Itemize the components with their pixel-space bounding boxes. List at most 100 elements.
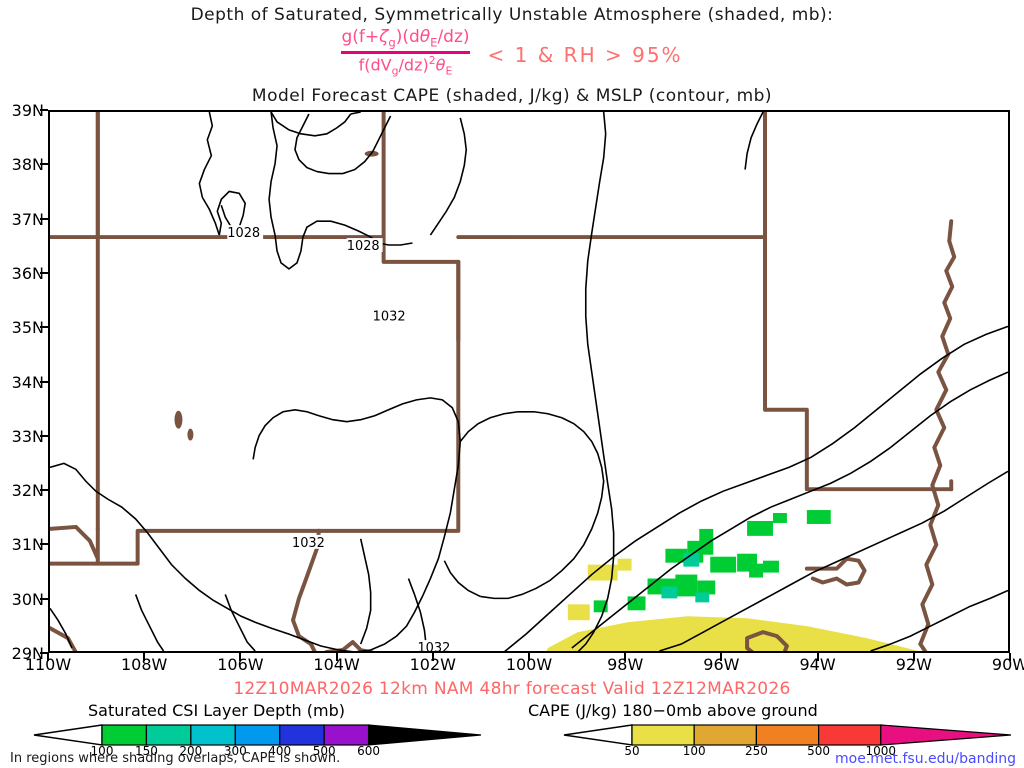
- mslp-contours: [50, 112, 1008, 651]
- x-axis-label: 104W: [313, 655, 360, 674]
- state-borders: [50, 112, 957, 651]
- colorbar-segment: [145, 724, 192, 746]
- map-water-features: [174, 150, 379, 441]
- shaded-field: [546, 510, 919, 651]
- y-axis-tick: [40, 326, 48, 329]
- contour-label: 1028: [227, 225, 264, 241]
- csi-colorbar-ticks: 100 150 200 300 400 500 600: [30, 744, 485, 760]
- contour-labels: 1028 1028 1032 1032 1032: [227, 225, 454, 651]
- x-axis-label: 94W: [799, 655, 836, 674]
- formula-divider: [341, 50, 470, 54]
- contour-label: 1032: [372, 308, 409, 324]
- x-axis-label: 98W: [607, 655, 644, 674]
- y-axis-label: 35N: [11, 318, 44, 338]
- colorbar-tick-label: 150: [134, 744, 158, 758]
- x-axis-tick: [912, 653, 915, 661]
- colorbar-tick-label: 400: [268, 744, 292, 758]
- contour-label: 1032: [291, 534, 328, 551]
- y-axis-tick: [40, 271, 48, 274]
- y-axis-label: 32N: [11, 481, 44, 501]
- colorbar-segment: [818, 724, 882, 746]
- csi-colorbar[interactable]: [30, 724, 485, 746]
- colorbar-tick-label: 500: [312, 744, 336, 758]
- x-axis-label: 110W: [24, 655, 72, 674]
- cape-colorbar-ticks: 50 100 250 500 1000: [560, 744, 1015, 760]
- colorbar-high-arrow: [880, 724, 1012, 746]
- y-axis-tick: [40, 109, 48, 111]
- page-subtitle: Model Forecast CAPE (shaded, J/kg) & MSL…: [251, 86, 773, 106]
- x-axis-tick: [624, 653, 627, 661]
- x-axis-tick: [335, 653, 338, 661]
- x-axis-tick: [143, 653, 146, 661]
- colorbar-segment: [323, 724, 370, 746]
- x-axis-label: 100W: [505, 655, 553, 674]
- colorbar-high-arrow: [367, 724, 482, 746]
- colorbar-segment: [693, 724, 757, 746]
- y-axis-label: 39N: [11, 101, 44, 120]
- colorbar-tick-label: 100: [682, 744, 706, 758]
- colorbar-segment: [631, 724, 695, 746]
- colorbar-tick-label: 200: [179, 744, 203, 758]
- svg-text:1028: 1028: [347, 239, 380, 254]
- x-axis-label: 92W: [895, 655, 932, 674]
- x-axis-tick: [239, 653, 242, 661]
- x-axis-label: 90W: [991, 655, 1024, 674]
- x-axis-tick: [528, 653, 530, 661]
- y-axis-tick: [40, 652, 48, 654]
- y-axis-label: 34N: [11, 372, 44, 392]
- y-axis-label: 37N: [11, 209, 44, 229]
- x-axis-label: 108W: [121, 655, 168, 674]
- colorbar-low-arrow: [33, 724, 103, 746]
- colorbar-tick-label: 600: [357, 744, 381, 758]
- colorbar-segment: [755, 724, 820, 746]
- y-axis-label: 38N: [11, 155, 44, 175]
- y-axis-tick: [40, 217, 48, 220]
- map-panel[interactable]: 1028 1028 1032 1032 1032: [48, 110, 1010, 653]
- svg-text:1032: 1032: [292, 536, 325, 551]
- colorbar-segment: [279, 724, 325, 746]
- formula-condition: < 1 & RH > 95%: [487, 42, 683, 67]
- colorbar-tick-label: 300: [223, 744, 247, 758]
- formula-numerator: g(f+ζg)(dθE/dz): [341, 27, 470, 50]
- colorbar-tick-label: 100: [90, 744, 114, 758]
- y-axis-label: 33N: [11, 426, 44, 446]
- colorbar-segment: [234, 724, 281, 746]
- y-axis-tick: [40, 163, 48, 166]
- colorbar-tick-label: 1000: [865, 744, 897, 758]
- y-axis-label: 31N: [11, 535, 44, 555]
- colorbar-tick-label: 50: [624, 744, 640, 758]
- source-link[interactable]: moe.met.fsu.edu/banding: [835, 751, 1016, 767]
- forecast-string: 12Z10MAR2026 12km NAM 48hr forecast Vali…: [233, 679, 791, 699]
- y-axis-tick: [40, 489, 48, 492]
- colorbar-tick-label: 500: [807, 744, 831, 758]
- y-axis-label: 36N: [11, 263, 44, 283]
- colorbar-segment: [101, 724, 148, 746]
- svg-text:1032: 1032: [417, 641, 450, 651]
- colorbar-low-arrow: [563, 724, 633, 746]
- x-axis-tick: [47, 653, 49, 661]
- x-axis-tick: [720, 653, 723, 661]
- cape-colorbar[interactable]: [560, 724, 1015, 746]
- cape-colorbar-title: CAPE (J/kg) 180−0mb above ground: [528, 701, 818, 720]
- contour-label: 1028: [346, 238, 383, 254]
- y-axis-tick: [40, 597, 48, 600]
- formula-fraction: g(f+ζg)(dθE/dz) f(dVg/dz)2θE: [341, 27, 470, 78]
- map-canvas: 1028 1028 1032 1032 1032: [50, 112, 1008, 651]
- x-axis-label: 96W: [703, 655, 740, 674]
- formula-denominator: f(dVg/dz)2θE: [358, 53, 453, 78]
- x-axis-tick: [431, 653, 434, 661]
- y-axis-tick: [40, 543, 48, 546]
- csi-colorbar-title: Saturated CSI Layer Depth (mb): [88, 701, 345, 720]
- formula-block: g(f+ζg)(dθE/dz) f(dVg/dz)2θE < 1 & RH > …: [0, 27, 1024, 78]
- contour-label: 1032: [417, 640, 454, 651]
- y-axis-label: 29N: [11, 644, 44, 663]
- svg-text:1028: 1028: [227, 226, 260, 241]
- x-axis-label: 102W: [409, 655, 456, 674]
- y-axis-tick: [40, 434, 48, 437]
- x-axis-label: 106W: [217, 655, 264, 674]
- x-axis-tick: [1009, 653, 1011, 661]
- overlap-note: In regions where shading overlaps, CAPE …: [10, 751, 341, 766]
- page-title: Depth of Saturated, Symmetrically Unstab…: [190, 5, 834, 25]
- colorbar-tick-label: 250: [744, 744, 768, 758]
- x-axis-tick: [816, 653, 819, 661]
